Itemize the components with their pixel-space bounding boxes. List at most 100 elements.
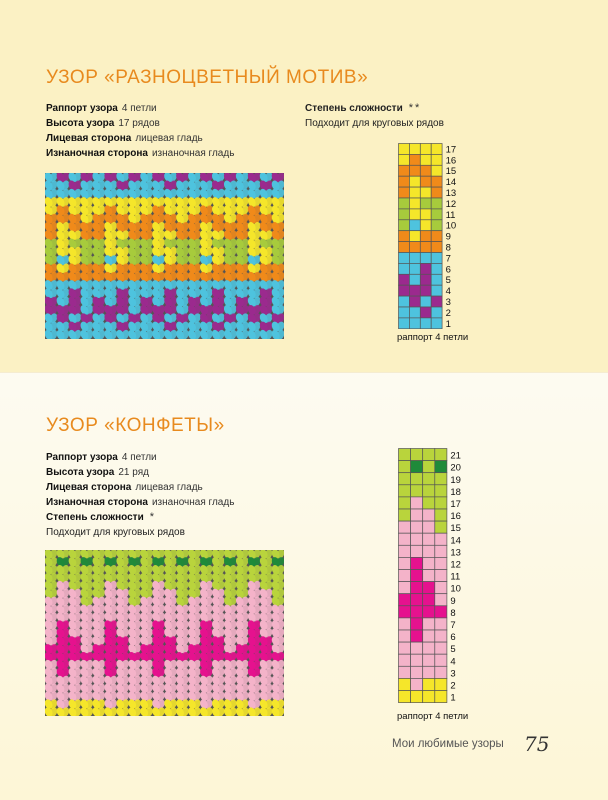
knit-stitch — [128, 173, 141, 183]
row-number: 16 — [450, 511, 461, 522]
knit-stitch — [271, 246, 284, 257]
chart-cell — [409, 186, 421, 199]
knit-stitch — [247, 588, 261, 599]
knit-stitch — [45, 612, 58, 622]
knit-stitch — [176, 280, 189, 290]
knit-stitch — [235, 612, 249, 622]
knit-stitch — [68, 604, 82, 614]
knit-stitch — [152, 246, 165, 257]
chart-cell — [434, 617, 448, 631]
chart-cell — [409, 284, 421, 297]
knit-stitch — [176, 612, 189, 622]
knit-stitch — [104, 659, 117, 670]
chart-cell — [409, 208, 421, 221]
knit-stitch — [188, 238, 201, 249]
chart-cell — [398, 295, 410, 308]
chart-cell — [410, 508, 424, 522]
knit-stitch — [200, 628, 213, 638]
knit-stitch — [212, 707, 225, 716]
knit-stitch — [92, 652, 106, 662]
knit-stitch — [116, 596, 129, 607]
knit-stitch — [200, 699, 213, 709]
knit-stitch — [80, 180, 94, 191]
knit-stitch — [200, 197, 213, 207]
chart-cell — [410, 496, 424, 510]
knit-stitch — [128, 205, 141, 216]
knit-stitch — [164, 652, 177, 662]
chart-cell — [434, 629, 448, 643]
knit-stitch — [223, 572, 237, 583]
row-number: 10 — [446, 221, 457, 232]
knit-stitch — [247, 557, 261, 567]
knit-stitch — [45, 683, 58, 694]
knit-stitch — [104, 644, 117, 654]
knit-stitch — [223, 550, 237, 559]
knit-stitch — [45, 255, 58, 266]
knit-stitch — [140, 230, 153, 241]
knit-stitch — [235, 230, 249, 241]
knit-stitch — [247, 636, 261, 646]
knit-stitch — [212, 683, 225, 694]
chart-cell — [398, 581, 411, 595]
knit-stitch — [140, 683, 153, 694]
chart-cell — [430, 164, 443, 177]
knit-stitch — [45, 604, 58, 614]
knit-stitch — [235, 707, 249, 716]
knit-stitch — [116, 188, 129, 199]
knit-stitch — [188, 612, 201, 622]
chart-cell — [430, 295, 443, 308]
knit-stitch — [45, 288, 58, 299]
knit-stitch — [176, 188, 189, 199]
knit-stitch — [140, 691, 153, 701]
knit-stitch — [211, 255, 225, 266]
knit-stitch — [271, 288, 284, 299]
knit-stitch — [128, 628, 141, 638]
chart-cell — [434, 665, 448, 679]
row-number: 12 — [450, 560, 461, 571]
knit-stitch — [80, 596, 94, 607]
knit-stitch — [247, 550, 261, 559]
knit-stitch — [212, 550, 225, 559]
knit-stitch — [259, 180, 273, 191]
knit-stitch — [235, 580, 249, 591]
knit-stitch — [200, 612, 213, 622]
chart-cell — [409, 241, 421, 253]
knit-stitch — [259, 321, 273, 332]
knit-stitch — [164, 628, 177, 638]
knit-stitch — [116, 296, 129, 307]
knit-stitch — [104, 305, 118, 315]
knit-stitch — [247, 644, 261, 654]
chart-cell — [422, 605, 436, 619]
knit-stitch — [223, 644, 237, 654]
pattern-title: УЗОР «КОНФЕТЫ» — [46, 415, 225, 436]
knit-stitch — [188, 565, 201, 575]
knit-stitch — [235, 620, 249, 630]
knit-stitch — [45, 675, 58, 686]
knit-stitch — [92, 271, 106, 282]
chart-cell — [409, 164, 421, 177]
knit-stitch — [45, 197, 58, 207]
knit-stitch — [104, 271, 118, 282]
knit-stitch — [92, 173, 106, 183]
chart-cell — [398, 273, 410, 286]
knit-stitch — [247, 305, 261, 315]
knit-stitch — [56, 572, 70, 583]
knit-stitch — [92, 572, 106, 583]
row-number: 7 — [450, 620, 455, 631]
knit-stitch — [68, 612, 82, 622]
knit-stitch — [152, 329, 165, 339]
knit-stitch — [80, 280, 94, 290]
knit-stitch — [271, 205, 284, 216]
knit-stitch — [212, 636, 225, 646]
row-number: 8 — [446, 243, 451, 254]
row-number: 19 — [450, 475, 461, 486]
knit-stitch — [200, 313, 213, 324]
knit-stitch — [164, 557, 177, 567]
knit-stitch — [259, 699, 273, 709]
knit-stitch — [116, 321, 129, 332]
knit-stitch — [68, 596, 82, 607]
knit-stitch — [128, 321, 141, 332]
knit-stitch — [259, 596, 273, 607]
knit-stitch — [128, 620, 141, 630]
knit-stitch — [271, 329, 284, 339]
